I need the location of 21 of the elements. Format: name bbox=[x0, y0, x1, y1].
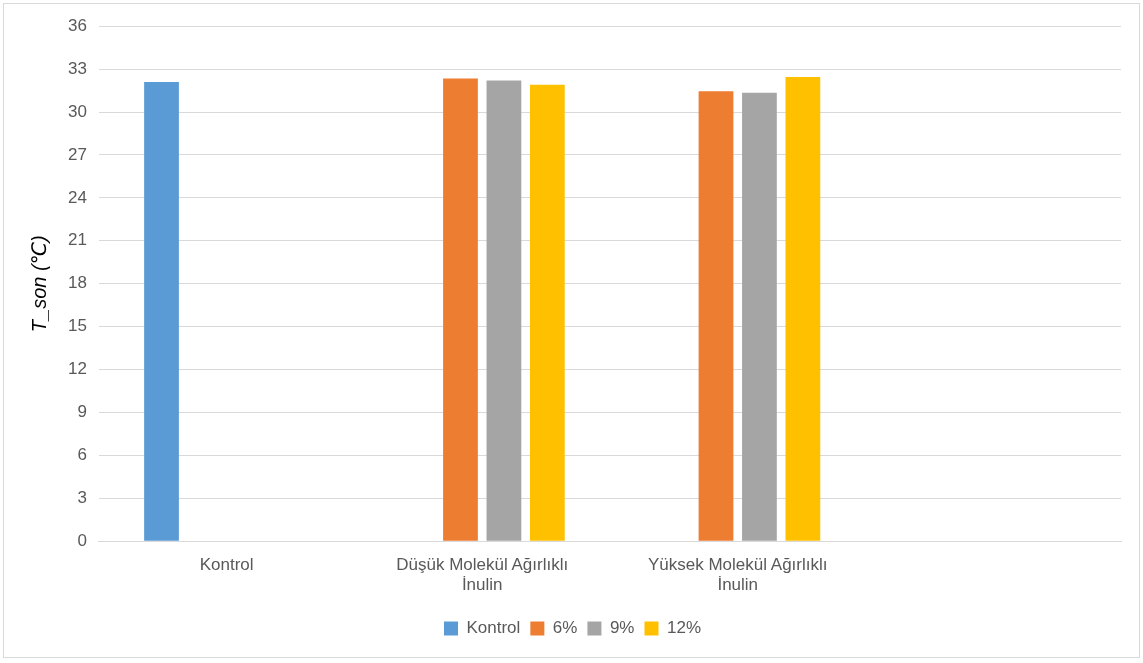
y-tick-label: 0 bbox=[77, 530, 87, 550]
y-tick-label: 6 bbox=[77, 445, 87, 465]
y-tick-label: 12 bbox=[67, 359, 87, 379]
y-tick-label: 24 bbox=[67, 187, 87, 207]
x-tick-label: Düşük Molekül Ağırlıklı İnulin bbox=[396, 555, 569, 595]
y-axis-title: T_son (℃) bbox=[27, 235, 50, 333]
y-tick-label: 3 bbox=[77, 487, 87, 507]
x-tick-label: Yüksek Molekül Ağırlıklı İnulin bbox=[647, 555, 828, 595]
y-tick-label: 18 bbox=[67, 273, 87, 293]
y-tick-label: 27 bbox=[67, 144, 87, 164]
y-tick-label: 21 bbox=[67, 230, 87, 250]
y-tick-label: 30 bbox=[67, 101, 87, 121]
y-tick-label: 9 bbox=[77, 402, 87, 422]
y-tick-label: 33 bbox=[67, 58, 87, 78]
y-tick-label: 15 bbox=[67, 316, 87, 336]
legend-label: 6% bbox=[552, 618, 578, 638]
y-tick-label: 36 bbox=[67, 15, 87, 35]
legend-label: 9% bbox=[609, 618, 635, 638]
legend-label: 12% bbox=[666, 618, 702, 638]
legend-label: Kontrol bbox=[466, 618, 521, 638]
x-tick-label: Kontrol bbox=[199, 555, 254, 575]
